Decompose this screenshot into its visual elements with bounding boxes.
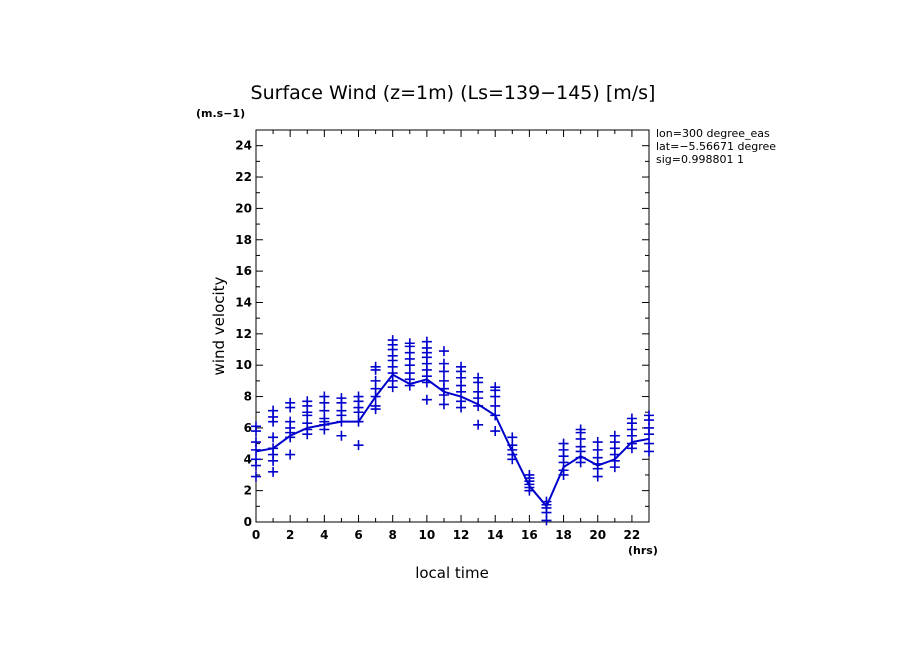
x-tick-label: 20 [589, 528, 606, 542]
scatter-point [490, 426, 501, 437]
scatter-point [438, 375, 449, 386]
scatter-series [251, 335, 654, 526]
scatter-point [251, 437, 261, 448]
scatter-point [438, 399, 449, 410]
y-unit-label: (m.s−1) [196, 107, 245, 120]
scatter-point [302, 396, 313, 407]
x-tick-label: 6 [354, 528, 362, 542]
y-tick-label: 18 [235, 233, 252, 247]
scatter-point [558, 438, 569, 449]
mean-series-line [255, 373, 650, 509]
y-tick-label: 2 [244, 484, 252, 498]
scatter-point [285, 397, 296, 408]
scatter-point [285, 416, 296, 427]
scatter-point [473, 419, 484, 430]
y-tick-label: 0 [244, 515, 252, 529]
scatter-point [370, 375, 381, 386]
scatter-point [268, 466, 279, 477]
x-tick-label: 16 [521, 528, 538, 542]
plot-frame [255, 129, 650, 523]
scatter-point [268, 432, 279, 443]
x-tick-label: 2 [286, 528, 294, 542]
scatter-point [490, 382, 501, 393]
y-tick-label: 16 [235, 264, 252, 278]
y-tick-label: 24 [235, 139, 252, 153]
y-axis-label: wind velocity [210, 276, 228, 375]
x-tick-label: 14 [487, 528, 504, 542]
scatter-point [438, 358, 449, 369]
x-unit-label: (hrs) [628, 544, 658, 557]
scatter-point [370, 400, 381, 411]
scatter-point [473, 386, 484, 397]
scatter-point [387, 335, 398, 346]
scatter-point [421, 394, 432, 405]
annotation-line: lat=−5.56671 degree [656, 140, 776, 153]
scatter-point [251, 471, 261, 482]
y-tick-label: 10 [235, 358, 252, 372]
scatter-point [644, 438, 654, 449]
scatter-point [456, 361, 467, 372]
scatter-point [507, 432, 518, 443]
scatter-point [626, 413, 637, 424]
scatter-point [285, 449, 296, 460]
y-tick-label: 22 [235, 170, 252, 184]
scatter-point [319, 391, 330, 402]
scatter-point [353, 440, 364, 451]
y-tick-label: 6 [244, 421, 252, 435]
scatter-point [456, 396, 467, 407]
x-axis-label: local time [415, 564, 489, 582]
annotation-line: lon=300 degree_eas [656, 127, 770, 140]
x-tick-label: 8 [389, 528, 397, 542]
scatter-point [251, 421, 261, 432]
y-tick-label: 4 [244, 452, 252, 466]
scatter-point [644, 410, 654, 421]
y-tick-label: 8 [244, 390, 252, 404]
chart-title: Surface Wind (z=1m) (Ls=139−145) [m/s] [251, 82, 656, 104]
x-tick-label: 4 [320, 528, 328, 542]
scatter-point [438, 346, 449, 357]
x-tick-label: 10 [419, 528, 436, 542]
scatter-point [251, 454, 261, 465]
scatter-point [524, 469, 535, 480]
scatter-point [473, 372, 484, 383]
scatter-point [268, 405, 279, 416]
y-tick-label: 14 [235, 295, 252, 309]
scatter-point [336, 430, 347, 441]
annotation-line: sig=0.998801 1 [656, 153, 744, 166]
scatter-point [336, 393, 347, 404]
scatter-point [490, 400, 501, 411]
x-tick-label: 0 [252, 528, 260, 542]
scatter-point [421, 336, 432, 347]
y-tick-label: 20 [235, 201, 252, 215]
x-axis: 0 2 4 6 8 10 12 14 16 18 20 22 [252, 130, 640, 542]
scatter-point [404, 338, 415, 349]
scatter-point [370, 361, 381, 372]
scatter-point [353, 391, 364, 402]
y-tick-label: 12 [235, 327, 252, 341]
x-tick-label: 22 [624, 528, 641, 542]
x-tick-label: 18 [555, 528, 572, 542]
scatter-point [609, 430, 620, 441]
scatter-point [592, 437, 603, 448]
x-tick-label: 12 [453, 528, 470, 542]
scatter-point [575, 424, 586, 435]
